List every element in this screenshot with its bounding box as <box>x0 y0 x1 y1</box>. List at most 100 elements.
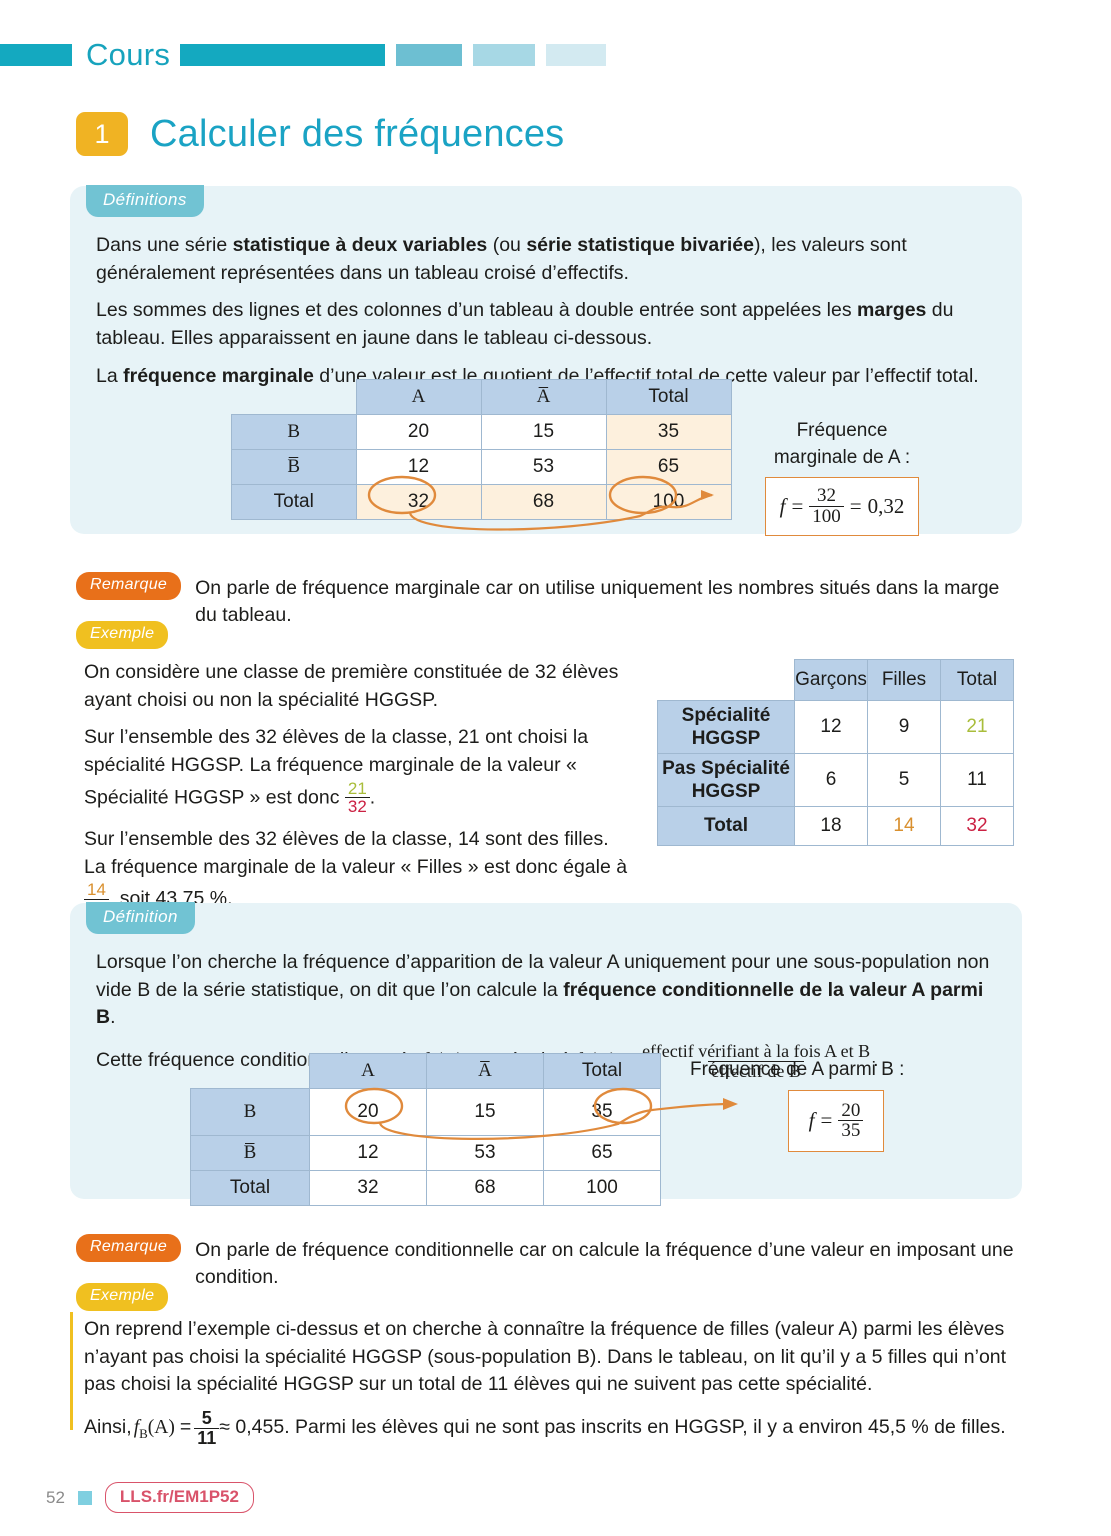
banner-bar-5 <box>546 44 607 66</box>
banner-bar-2 <box>180 44 386 66</box>
def2-frac-den: effectif de B <box>708 1060 804 1081</box>
ex2-f: f <box>133 1416 140 1438</box>
def2-p1-a: Lorsque l’on cherche la fréquence d’appa… <box>96 951 990 1001</box>
corner-cell <box>191 1054 310 1089</box>
example-badge-2: Exemple <box>76 1283 169 1311</box>
def2-p2-end: . <box>873 1049 879 1072</box>
marginal-frequency-table: A A̅ Total B 20 15 35 B̅ 12 53 65 Total … <box>231 379 732 520</box>
formula-f-symbol-2: f <box>808 1108 815 1133</box>
page-footer: 52 LLS.fr/EM1P52 <box>46 1482 254 1513</box>
remark-badge-2: Remarque <box>76 1234 182 1262</box>
formula-equals-2: = <box>849 493 862 518</box>
ex2-notation: fB(A) <box>134 1414 175 1443</box>
table-row: Pas Spécialité HGGSP 6 5 11 <box>657 753 1014 807</box>
definitions-paragraph-2: Les sommes des lignes et des colonnes d’… <box>96 297 996 352</box>
footer-resource-link[interactable]: LLS.fr/EM1P52 <box>104 1482 254 1513</box>
table-row: Spécialité HGGSP 12 9 21 <box>657 700 1014 754</box>
banner-bar-3 <box>396 44 463 66</box>
cell-total-A: 32 <box>309 1170 427 1206</box>
section-number-badge: 1 <box>76 112 128 156</box>
row-header-specialite: Spécialité HGGSP <box>657 700 795 754</box>
def-p1-c: (ou <box>487 234 527 256</box>
def2-paragraph-1: Lorsque l’on cherche la fréquence d’appa… <box>96 949 996 1032</box>
cell-total-Abar: 68 <box>480 484 607 520</box>
ex1-p3-a: Sur l’ensemble des 32 élèves de la class… <box>84 828 628 878</box>
formula-fraction-2: 20 35 <box>838 1100 864 1142</box>
callout-line-1: Fréquence <box>796 420 888 441</box>
cell-pas-garcons: 6 <box>794 753 868 807</box>
conditional-frequency-table: A A̅ Total B 20 15 35 B̅ 12 53 65 Total … <box>190 1053 661 1206</box>
col-header-filles: Filles <box>867 659 941 701</box>
corner-cell <box>232 380 357 415</box>
formula-fraction: 32 100 <box>809 486 844 527</box>
col-header-A: A <box>309 1053 427 1089</box>
formula-box-conditional: f = 20 35 <box>787 1089 885 1153</box>
example1-paragraph-3: Sur l’ensemble des 32 élèves de la class… <box>84 826 629 918</box>
hggsp-table: Garçons Filles Total Spécialité HGGSP 12… <box>657 659 1014 846</box>
ex2-p2-a: Ainsi, <box>84 1416 132 1439</box>
formula-box-marginal: f = 32 100 = 0,32 <box>764 477 920 536</box>
ex1-frac-num: 21 <box>347 778 367 798</box>
ex2-equals: = <box>179 1416 192 1439</box>
cell-B-total: 35 <box>605 414 732 450</box>
footer-square-icon <box>77 1490 92 1505</box>
definitions-paragraph-1: Dans une série statistique à deux variab… <box>96 232 996 287</box>
col-header-total: Total <box>543 1053 661 1089</box>
table-row: B̅ 12 53 65 <box>190 1135 661 1171</box>
remark-badge: Remarque <box>76 572 182 600</box>
table-header-row: A A̅ Total <box>232 379 732 415</box>
example-2-left-rule <box>70 1312 73 1430</box>
example-1-text: On considère une classe de première cons… <box>84 659 629 928</box>
table-row: B̅ 12 53 65 <box>231 449 732 485</box>
col-header-garcons: Garçons <box>794 659 868 701</box>
cell-grand-total: 100 <box>543 1170 661 1206</box>
ex2-frac-den: 11 <box>194 1427 220 1448</box>
def2-p1-b: fréquence conditionnelle de la valeur A … <box>96 978 984 1029</box>
formula-f-symbol: f <box>779 493 786 518</box>
def-p1-d: série statistique bivariée <box>526 234 754 256</box>
table-header-row: A A̅ Total <box>191 1053 661 1089</box>
example-2-badge-wrap: Exemple <box>76 1283 169 1311</box>
cell-spec-total: 21 <box>940 700 1014 754</box>
def-p2-b: marges <box>857 299 927 322</box>
formula-result: 0,32 <box>867 493 905 518</box>
def-p3-a: La <box>96 364 124 387</box>
row-header-pas-specialite: Pas Spécialité HGGSP <box>657 753 795 807</box>
col-header-total: Total <box>940 659 1014 701</box>
example-1-badge-wrap: Exemple <box>76 621 169 649</box>
callout-title: Fréquence de A parmi B : <box>690 1059 905 1080</box>
table-row: Total 32 68 100 <box>231 484 732 520</box>
cell-B-A: 20 <box>355 414 482 450</box>
ex2-p2-end: ≈ 0,455. Parmi les élèves qui ne sont pa… <box>219 1416 1006 1439</box>
cell-total-A: 32 <box>355 484 482 520</box>
banner-bar-4 <box>473 44 536 66</box>
row-header-Bbar: B̅ <box>231 449 357 485</box>
callout-line-2: marginale de A : <box>773 446 911 468</box>
cell-Bbar-A: 12 <box>355 449 482 485</box>
def-p1-b: statistique à deux variables <box>232 234 488 256</box>
row-header-B: B <box>190 1088 310 1136</box>
cours-banner: Cours <box>0 39 607 70</box>
cell-B-total: 35 <box>543 1088 661 1136</box>
table-row: Total 18 14 32 <box>657 806 1014 846</box>
def2-p1-c: . <box>110 1006 116 1029</box>
ex1-fraction-21-32: 21 32 <box>344 778 370 816</box>
row-header-total: Total <box>231 484 357 520</box>
section-title: 1 Calculer des fréquences <box>76 112 564 156</box>
table2-callout: Fréquence de A parmi B : f = 20 35 <box>690 1057 940 1153</box>
row-header-Bbar: B̅ <box>190 1135 310 1171</box>
cell-Bbar-total: 65 <box>543 1135 661 1171</box>
table1-callout: Fréquence marginale de A : f = 32 100 = … <box>742 418 942 536</box>
def2-frac-num: effectif vérifiant à la fois A et B <box>642 1041 871 1062</box>
col-header-A: A <box>355 379 482 415</box>
row-label-line1: Spécialité <box>681 704 771 726</box>
banner-bar-1 <box>0 44 72 66</box>
formula-numerator: 32 <box>817 485 837 507</box>
cell-B-Abar: 15 <box>426 1088 544 1136</box>
cell-total-garcons: 18 <box>794 806 868 846</box>
formula-denominator-2: 35 <box>838 1120 864 1141</box>
def-p3-b: fréquence marginale <box>123 364 314 387</box>
remark-2: Remarque On parle de fréquence condition… <box>76 1234 1026 1292</box>
cell-Bbar-A: 12 <box>309 1135 427 1171</box>
cell-spec-filles: 9 <box>867 700 941 754</box>
